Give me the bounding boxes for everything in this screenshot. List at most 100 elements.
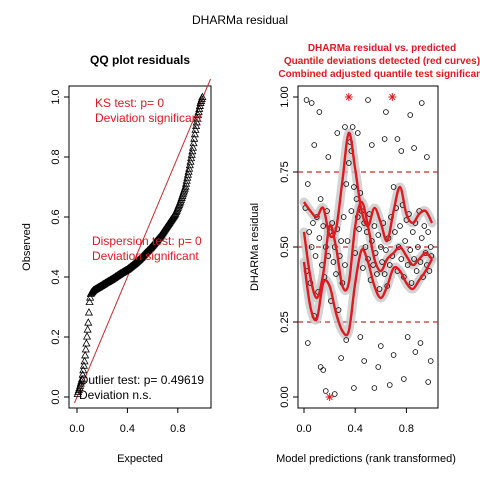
residual-point — [377, 343, 384, 349]
qq-point — [79, 365, 88, 374]
residual-point — [398, 148, 405, 154]
qq-point — [76, 379, 85, 387]
y-tick-label: 0.0 — [50, 389, 62, 404]
residual-point — [401, 376, 407, 382]
residual-point — [425, 379, 431, 385]
x-axis-label: Expected — [117, 453, 163, 465]
residual-point — [402, 238, 408, 244]
y-tick-label: 0.50 — [279, 236, 291, 257]
quantile-curve — [302, 248, 434, 337]
residual-point — [417, 340, 424, 346]
ks-deviation-status: Deviation significant — [95, 111, 202, 125]
qq-plot-panel: QQ plot residuals 0.0 0.4 0.8 0.0 0.2 0.4 0.6 0.… — [21, 53, 212, 465]
residual-point — [413, 268, 420, 274]
residual-point — [316, 109, 323, 115]
residual-point — [421, 223, 428, 229]
residual-point — [343, 181, 350, 187]
residual-point — [418, 235, 425, 241]
qq-point — [84, 308, 93, 316]
residual-point — [371, 385, 378, 391]
x-tick-label: 0.4 — [120, 423, 135, 435]
residual-point — [427, 244, 434, 250]
qq-point — [74, 385, 83, 394]
outlier-test-result: Outlier test: p= 0.49619 — [79, 373, 204, 387]
qq-point — [76, 381, 85, 389]
qq-point — [85, 297, 94, 306]
y-tick-label: 0.8 — [50, 149, 62, 164]
y-tick-label: 0.6 — [50, 209, 62, 224]
residual-point — [390, 352, 397, 358]
outlier-star — [325, 393, 334, 401]
residual-point — [365, 97, 371, 103]
residual-point — [342, 262, 348, 268]
residual-point — [317, 364, 324, 370]
residual-point — [407, 112, 414, 118]
qq-point — [190, 134, 199, 142]
residual-point — [334, 130, 341, 136]
residual-point — [415, 244, 421, 250]
residual-point — [312, 253, 319, 259]
y-tick-label: 1.00 — [279, 86, 291, 107]
residual-point — [333, 271, 339, 277]
qq-point — [84, 318, 93, 326]
x-tick-label: 0.8 — [170, 423, 185, 435]
residual-point — [369, 142, 375, 148]
residual-point — [386, 262, 393, 268]
qq-point — [75, 383, 84, 392]
outlier-deviation-status: Deviation n.s. — [79, 388, 152, 402]
residual-point — [317, 196, 324, 202]
residual-point — [376, 286, 383, 292]
residual-point — [316, 235, 323, 241]
qq-point — [82, 332, 92, 340]
residual-point — [351, 385, 357, 391]
residual-point — [374, 271, 380, 277]
y-tick-label: 1.0 — [50, 89, 62, 104]
residual-point — [381, 271, 388, 277]
residual-point — [398, 256, 405, 262]
residual-point — [411, 256, 417, 262]
residual-point — [342, 124, 348, 130]
residual-point — [320, 223, 327, 229]
qq-point — [192, 121, 201, 130]
residual-point — [357, 334, 364, 340]
residual-point — [383, 247, 389, 253]
quantile-curve — [302, 200, 433, 300]
qq-point — [191, 125, 200, 133]
qq-point — [188, 143, 198, 151]
residual-point — [386, 382, 393, 388]
outlier-star — [388, 93, 397, 101]
residual-point — [424, 154, 430, 160]
residual-point — [305, 181, 311, 187]
residual-point — [311, 142, 318, 148]
residual-point — [345, 160, 352, 166]
qq-point — [80, 356, 89, 365]
residual-point — [394, 136, 401, 142]
residual-point — [408, 280, 415, 286]
y-tick-label: 0.75 — [279, 161, 291, 182]
qq-point — [77, 376, 86, 385]
y-axis-label: DHARMa residual — [249, 203, 261, 291]
residual-point — [375, 364, 382, 370]
figure-title: DHARMa residual — [192, 13, 288, 27]
qq-point — [189, 138, 198, 147]
y-axis-label: Observed — [21, 223, 33, 271]
residual-point — [404, 334, 411, 340]
qq-plot-frame — [68, 85, 212, 409]
y-tick-label: 0.00 — [279, 386, 291, 407]
residual-point — [392, 229, 398, 235]
residual-point — [390, 184, 397, 190]
residual-point — [418, 100, 425, 106]
outlier-star-stroke — [389, 93, 396, 101]
residual-point — [303, 97, 310, 103]
residual-point — [383, 109, 389, 115]
residual-point — [426, 268, 433, 274]
residual-point — [306, 229, 312, 235]
residual-point — [343, 337, 350, 343]
residual-point — [348, 208, 355, 214]
residual-vs-predicted-panel: DHARMa residual vs. predicted Quantile de… — [249, 43, 480, 465]
residual-point — [338, 238, 344, 244]
dispersion-deviation-status: Deviation significant — [92, 249, 199, 263]
residual-point — [412, 349, 419, 355]
quantile-deviation-message: Quantile deviations detected (red curves… — [284, 56, 480, 67]
